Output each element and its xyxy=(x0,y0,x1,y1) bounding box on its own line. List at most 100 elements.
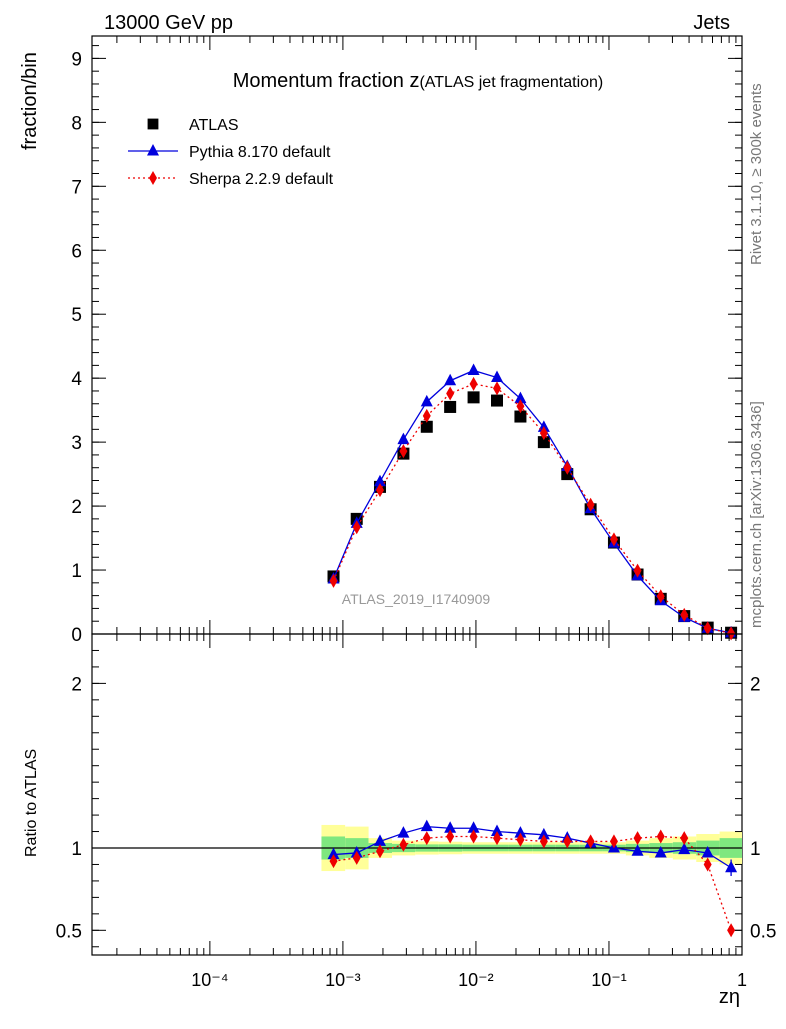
data-point xyxy=(539,426,548,441)
data-point xyxy=(586,497,595,512)
y-tick-label: 0 xyxy=(71,625,82,646)
y-tick-label-right: 1 xyxy=(750,839,761,860)
data-point xyxy=(491,394,504,407)
legend-marker xyxy=(149,171,157,185)
ratio-point xyxy=(491,824,504,837)
ratio-point xyxy=(422,831,431,846)
ratio-point xyxy=(727,923,736,938)
x-tick-label: 10⁻⁴ xyxy=(191,970,228,990)
ratio-point xyxy=(654,845,667,858)
ratio-y-label: Ratio to ATLAS xyxy=(23,749,40,857)
data-point xyxy=(680,607,689,622)
y-tick-label: 6 xyxy=(71,241,82,262)
main-y-label: fraction/bin xyxy=(19,52,41,150)
y-tick-label: 2 xyxy=(71,674,82,695)
data-point xyxy=(491,370,504,383)
ratio-point xyxy=(375,844,384,859)
data-point xyxy=(469,376,478,391)
ratio-point xyxy=(701,845,714,858)
category-label: Jets xyxy=(693,12,730,34)
data-point xyxy=(375,483,384,498)
y-tick-label: 3 xyxy=(71,433,82,454)
rivet-label: Rivet 3.1.10, ≥ 300k events xyxy=(748,83,765,265)
ratio-point xyxy=(514,826,527,838)
data-point xyxy=(609,532,618,547)
legend-label: Sherpa 2.2.9 default xyxy=(189,171,334,188)
main-panel: 0 1 2 3 4 5 6 7 8 9 xyxy=(71,35,743,646)
ratio-frame xyxy=(91,633,743,956)
title-main: Momentum fraction z xyxy=(233,70,420,92)
data-point xyxy=(516,399,525,414)
y-tick-label: 1 xyxy=(71,839,82,860)
legend-marker xyxy=(147,144,159,156)
ratio-point xyxy=(467,821,480,833)
ratio-point xyxy=(563,834,572,849)
ratio-point xyxy=(609,834,618,849)
ratio-point xyxy=(329,854,338,869)
data-point xyxy=(656,589,665,604)
y-tick-label: 8 xyxy=(71,113,82,134)
data-point xyxy=(563,460,572,475)
ratio-point xyxy=(399,837,408,852)
ratio-point xyxy=(373,834,386,846)
ratio-point xyxy=(656,829,665,844)
ratio-point xyxy=(633,831,642,846)
data-point xyxy=(373,474,386,487)
data-point xyxy=(446,386,455,401)
data-point xyxy=(420,420,433,433)
data-point xyxy=(397,432,410,445)
ratio-point xyxy=(420,819,433,832)
data-point xyxy=(444,400,457,413)
y-tick-label: 2 xyxy=(71,497,82,518)
y-tick-label-right: 0.5 xyxy=(750,921,776,942)
y-tick-label: 9 xyxy=(71,49,82,70)
ratio-point xyxy=(680,831,689,846)
data-point xyxy=(420,394,433,407)
x-tick-label: 1 xyxy=(737,970,747,990)
x-tick-label: 10⁻¹ xyxy=(591,970,627,990)
ratio-point xyxy=(397,826,410,838)
data-point xyxy=(399,444,408,459)
ratio-point xyxy=(537,827,550,840)
data-point xyxy=(352,520,361,535)
main-title: Momentum fraction z(ATLAS jet fragmentat… xyxy=(233,70,604,92)
ratio-point xyxy=(586,834,595,849)
watermark: ATLAS_2019_I1740909 xyxy=(342,591,491,607)
data-point xyxy=(467,391,480,404)
data-point xyxy=(493,381,502,396)
data-point xyxy=(514,391,527,404)
x-axis-label: zη xyxy=(719,986,740,1008)
y-tick-label: 1 xyxy=(71,561,82,582)
ratio-point xyxy=(444,821,457,833)
ratio-point xyxy=(703,857,712,872)
x-tick-label: 10⁻³ xyxy=(325,970,361,990)
ratio-line xyxy=(333,835,732,931)
data-point xyxy=(422,408,431,423)
legend-label: ATLAS xyxy=(189,117,239,134)
x-tick-label: 10⁻² xyxy=(458,970,494,990)
y-tick-label: 7 xyxy=(71,177,82,198)
ratio-point xyxy=(493,831,502,846)
ratio-point xyxy=(539,834,548,849)
legend-label: Pythia 8.170 default xyxy=(189,144,331,161)
title-paren: (ATLAS jet fragmentation) xyxy=(419,74,603,91)
legend: ATLAS Pythia 8.170 default Sherpa 2.2.9 de… xyxy=(128,117,334,188)
mcplots-label: mcplots.cern.ch [arXiv:1306.3436] xyxy=(748,401,765,628)
data-point xyxy=(329,573,338,588)
ratio-point xyxy=(327,847,340,860)
data-point xyxy=(537,436,550,449)
data-point xyxy=(467,363,480,375)
data-point xyxy=(703,621,712,636)
ratio-point xyxy=(631,844,644,856)
ratio-point xyxy=(469,829,478,844)
energy-label: 13000 GeV pp xyxy=(104,12,233,34)
y-tick-label: 5 xyxy=(71,305,82,326)
ratio-point xyxy=(516,832,525,847)
y-tick-label: 4 xyxy=(71,369,82,390)
ratio-panel: 0.5 0.5 1 1 2 2 10⁻⁴ 10⁻³ 10⁻² 10⁻¹ 1 xyxy=(56,633,776,990)
ratio-point xyxy=(678,842,691,855)
data-point xyxy=(633,563,642,578)
data-point xyxy=(444,373,457,386)
